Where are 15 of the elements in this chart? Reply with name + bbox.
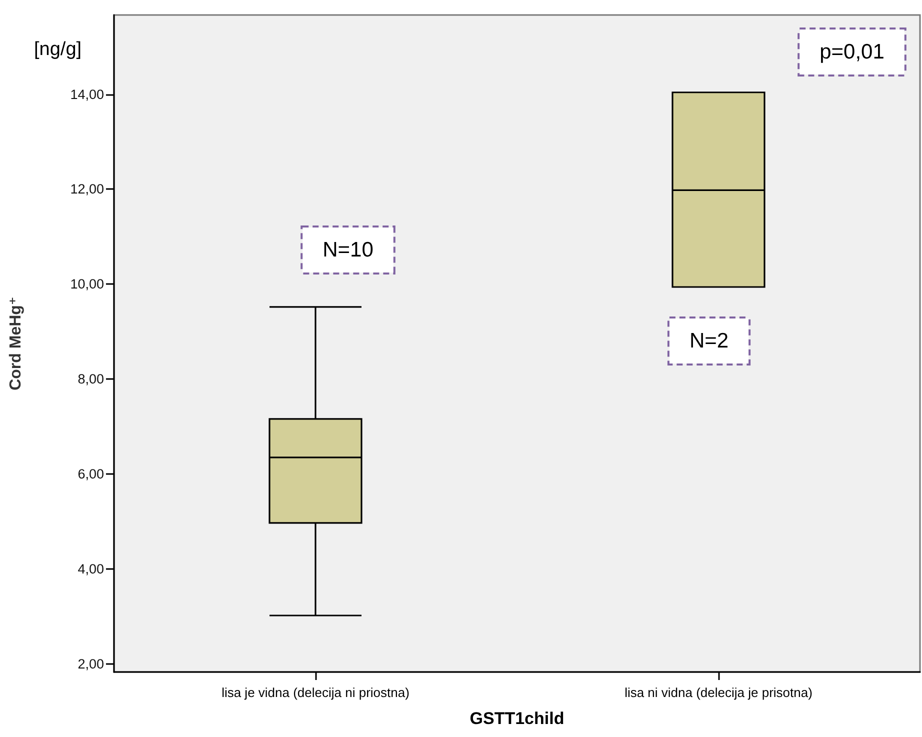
y-tick-label: 14,00 <box>70 86 104 102</box>
y-tick-label: 12,00 <box>70 182 104 197</box>
y-tick-label: 2,00 <box>78 656 104 672</box>
x-tick-label: lisa je vidna (delecija ni priostna) <box>222 685 410 700</box>
y-tick-label: 6,00 <box>78 466 104 482</box>
annotation: p=0,01 <box>820 40 884 64</box>
x-tick-label: lisa ni vidna (delecija je prisotna) <box>624 685 812 700</box>
y-tick-label: 10,00 <box>70 276 104 292</box>
y-tick-label: 8,00 <box>78 372 104 387</box>
annotation: N=10 <box>322 238 374 262</box>
y-tick-label: 4,00 <box>78 561 104 576</box>
text: [ng/g] <box>34 39 82 60</box>
annotation: N=2 <box>689 330 729 352</box>
x-axis-title: GSTT1child <box>470 709 564 728</box>
y-axis-title: Cord MeHg⁺ <box>8 296 24 390</box>
